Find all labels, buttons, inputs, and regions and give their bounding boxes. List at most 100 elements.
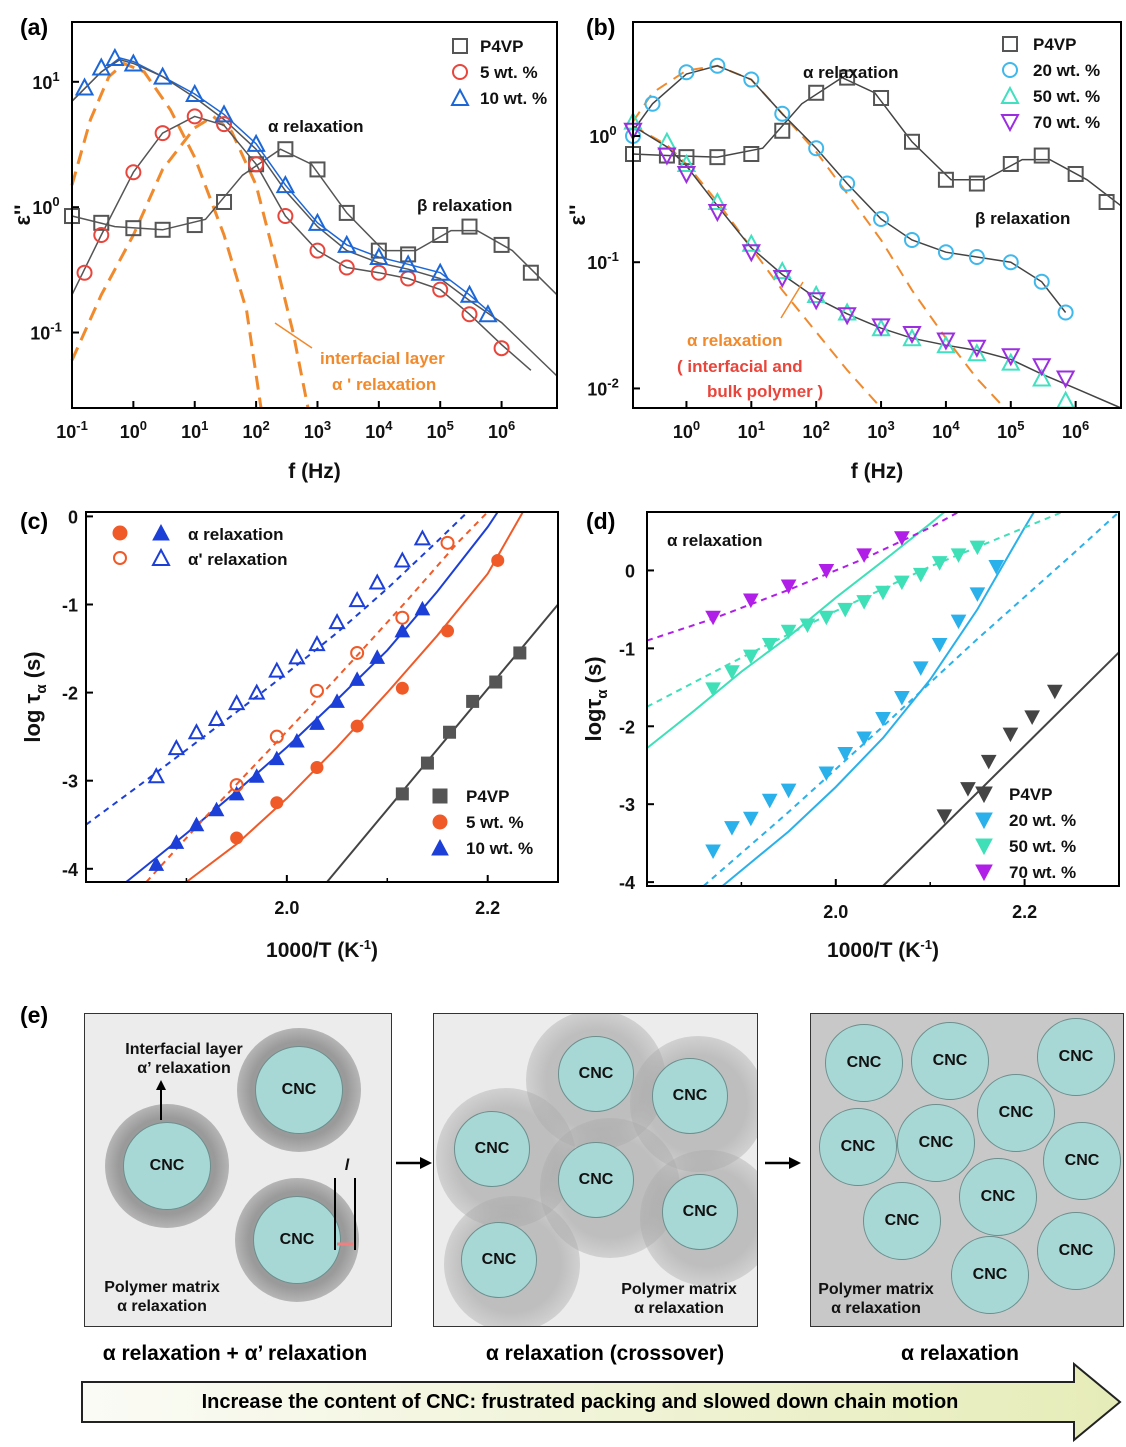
data-point: [980, 754, 997, 770]
data-point: [960, 782, 976, 797]
data-point: [338, 204, 355, 221]
data-point: [207, 709, 226, 727]
data-point: [466, 694, 480, 708]
data-point: [806, 284, 826, 303]
cnc-particle: CNC: [959, 1158, 1037, 1236]
data-point: [904, 231, 921, 248]
data-point: [93, 226, 110, 243]
cnc-particle: CNC: [123, 1122, 211, 1210]
cnc-particle: CNC: [1037, 1018, 1115, 1096]
data-point: [395, 787, 409, 801]
data-point: [308, 635, 326, 652]
data-point: [452, 38, 468, 54]
data-point: [337, 234, 357, 253]
legend-label: 50 wt. %: [1009, 837, 1076, 856]
panel-label-c: (c): [20, 508, 49, 534]
data-point: [967, 343, 987, 362]
data-point: [185, 83, 205, 102]
legend-label: P4VP: [1033, 35, 1076, 54]
data-point: [148, 856, 165, 871]
data-point: [780, 579, 797, 595]
data-point: [246, 133, 266, 152]
fit-line: [646, 511, 946, 749]
data-point: [1033, 147, 1050, 164]
data-point: [856, 548, 872, 563]
data-point: [168, 834, 185, 849]
legend-label: 5 wt. %: [466, 813, 524, 832]
x-tick-label: 105: [997, 418, 1024, 442]
data-point: [894, 531, 910, 546]
fit-line: [185, 511, 524, 883]
y-tick-label: -1: [62, 596, 78, 616]
cnc-particle: CNC: [454, 1111, 530, 1187]
data-point: [707, 191, 728, 210]
annotation: ( interfacial and: [677, 357, 803, 376]
data-point: [491, 553, 505, 567]
y-axis-label: logτα (s): [581, 656, 611, 741]
data-point: [349, 671, 365, 686]
data-point: [289, 732, 305, 748]
annotation: α relaxation: [687, 331, 782, 350]
x-tick-label: 100: [673, 418, 700, 442]
interfacial-layer-label: Interfacial layer α’ relaxation: [125, 1041, 243, 1077]
data-point: [167, 738, 186, 756]
data-point: [743, 811, 759, 827]
data-point: [936, 335, 956, 354]
data-point: [707, 203, 728, 223]
data-point: [440, 535, 455, 550]
data-point: [186, 108, 203, 125]
data-point: [216, 193, 233, 210]
data-point: [1001, 348, 1021, 367]
x-tick-label: 102: [803, 418, 830, 442]
data-point: [309, 161, 326, 178]
data-point: [187, 723, 206, 740]
x-tick-label: 106: [488, 418, 515, 442]
right-arrow-icon: [396, 1157, 432, 1169]
annotation-pointer: [274, 322, 313, 349]
data-point: [400, 246, 417, 263]
data-point: [937, 244, 954, 261]
data-point: [678, 149, 695, 166]
x-tick-label: 105: [427, 418, 454, 442]
cnc-particle: CNC: [951, 1236, 1029, 1314]
data-point: [214, 104, 234, 123]
data-point: [432, 814, 448, 830]
data-point: [328, 613, 346, 630]
y-tick-label: 100: [32, 194, 59, 218]
data-point: [432, 281, 449, 298]
legend-label: 70 wt. %: [1009, 863, 1076, 882]
data-point: [248, 683, 266, 700]
x-tick-label: 103: [304, 418, 331, 442]
fit-line: [882, 651, 1120, 887]
y-axis-label: ε'': [565, 205, 590, 226]
data-point: [818, 766, 835, 782]
data-point: [277, 208, 294, 225]
data-point: [395, 681, 409, 695]
cnc-particle: CNC: [977, 1074, 1055, 1152]
data-point: [967, 339, 987, 358]
data-point: [931, 556, 948, 571]
data-point: [936, 332, 956, 351]
data-point: [894, 690, 910, 706]
data-point: [837, 747, 854, 762]
data-point: [931, 637, 948, 653]
y-axis-label: log τα (s): [20, 651, 50, 742]
data-point: [329, 693, 345, 708]
data-point: [968, 248, 985, 265]
x-tick-label: 10-1: [56, 418, 88, 442]
data-point: [123, 53, 144, 72]
data-point: [875, 585, 891, 601]
plot-frame: [646, 511, 1120, 887]
data-point: [1032, 368, 1052, 387]
cnc-particle: CNC: [819, 1108, 897, 1186]
data-point: [837, 302, 857, 321]
polymer-matrix-label: Polymer matrix α relaxation: [621, 1281, 737, 1317]
data-point: [705, 844, 721, 859]
data-point: [806, 292, 826, 311]
right-arrow-icon: [765, 1157, 801, 1169]
data-point: [186, 217, 203, 234]
data-point: [1002, 36, 1018, 52]
x-axis-label: f (Hz): [288, 460, 340, 483]
data-point: [310, 760, 324, 774]
data-point: [309, 715, 325, 730]
